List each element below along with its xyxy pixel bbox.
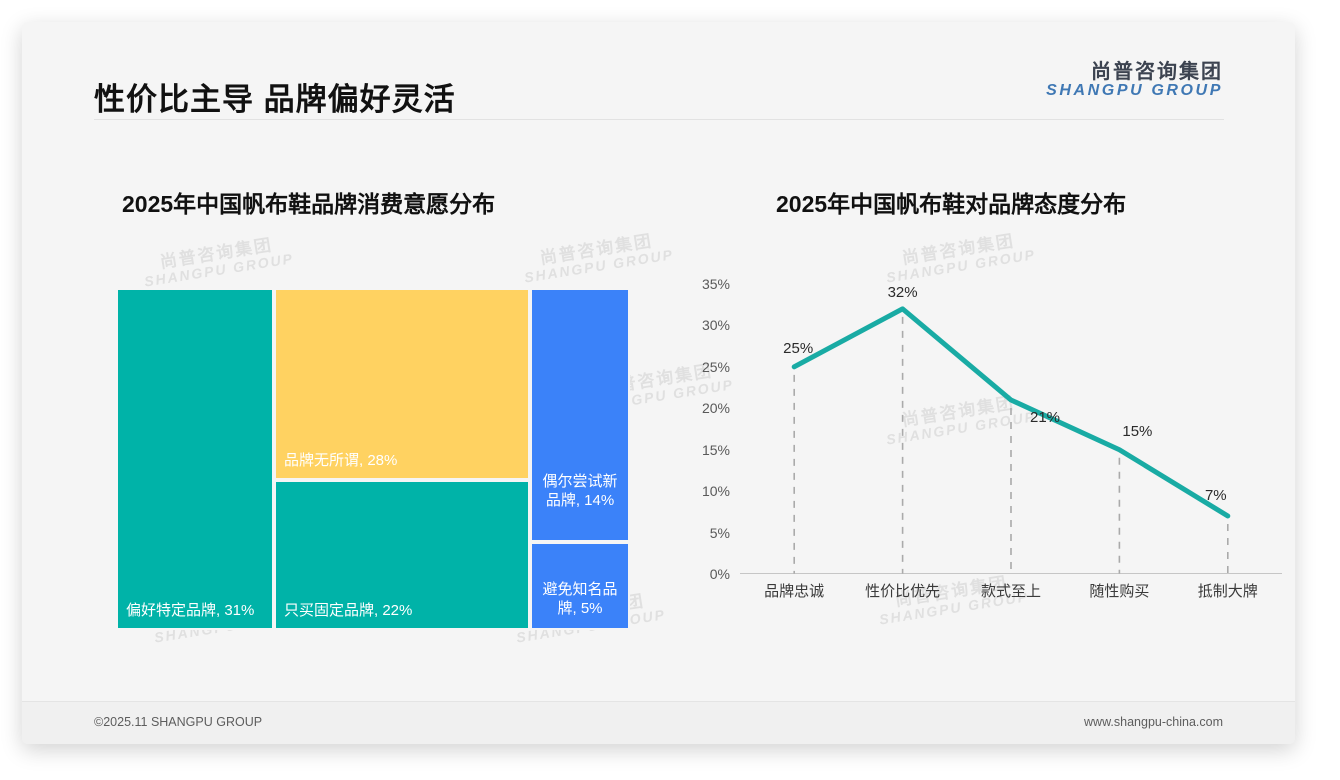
watermark-cn: 尚普咨询集团 <box>538 231 655 268</box>
slide-canvas: 尚普咨询集团 SHANGPU GROUP 尚普咨询集团 SHANGPU GROU… <box>22 22 1295 744</box>
treemap-cell-avoid-famous-brand[interactable]: 避免知名品牌, 5% <box>530 542 630 630</box>
logo-english-text: SHANGPU GROUP <box>1046 82 1223 99</box>
page-title: 性价比主导 品牌偏好灵活 <box>94 82 456 117</box>
watermark-en: SHANGPU GROUP <box>143 250 295 290</box>
watermark-en: SHANGPU GROUP <box>885 246 1037 286</box>
watermark-cn: 尚普咨询集团 <box>158 235 275 272</box>
treemap-cell-brand-indifferent[interactable]: 品牌无所谓, 28% <box>274 288 530 480</box>
website-link[interactable]: www.shangpu-china.com <box>1084 715 1223 729</box>
data-point-label: 21% <box>1029 409 1061 426</box>
treemap-cell-label: 避免知名品牌, 5% <box>542 580 618 617</box>
data-point-label: 32% <box>887 283 918 301</box>
copyright-text: ©2025.11 SHANGPU GROUP <box>94 715 263 729</box>
x-axis-category-label: 随性购买 <box>1089 583 1150 600</box>
watermark: 尚普咨询集团 SHANGPU GROUP <box>520 228 675 286</box>
company-logo: 尚普咨询集团 SHANGPU GROUP <box>1046 62 1223 100</box>
watermark: 尚普咨询集团 SHANGPU GROUP <box>140 232 295 290</box>
x-axis-category-label: 品牌忠诚 <box>764 583 825 600</box>
treemap-cell-prefer-specific-brand[interactable]: 偏好特定品牌, 31% <box>116 288 274 630</box>
logo-chinese-text: 尚普咨询集团 <box>1091 61 1223 83</box>
y-axis-tick-label: 20% <box>701 400 730 417</box>
treemap-cell-label: 只买固定品牌, 22% <box>284 601 413 619</box>
y-axis-tick-label: 10% <box>701 483 730 500</box>
treemap-cell-label: 偏好特定品牌, 31% <box>126 601 255 619</box>
line-chart-plot-area: 25% 32% 21% 15% 7% <box>740 283 1282 580</box>
slide-header: 性价比主导 品牌偏好灵活 尚普咨询集团 SHANGPU GROUP <box>22 22 1295 120</box>
treemap-cell-occasionally-try-new[interactable]: 偶尔尝试新品牌, 14% <box>530 288 630 542</box>
treemap-cell-label: 偶尔尝试新品牌, 14% <box>542 473 618 510</box>
slide-footer: ©2025.11 SHANGPU GROUP www.shangpu-china… <box>22 701 1295 744</box>
watermark-en: SHANGPU GROUP <box>523 246 675 286</box>
y-axis-tick-label: 35% <box>701 276 730 292</box>
data-point-label: 25% <box>783 339 814 357</box>
treemap-chart: 偏好特定品牌, 31% 品牌无所谓, 28% 只买固定品牌, 22% 偶尔尝试新… <box>116 288 630 630</box>
y-axis-tick-label: 30% <box>701 317 730 334</box>
line-chart: 0% 5% 10% 15% 20% 25% 30% 35% 25% 32% 21% 15% 7% 品牌… <box>672 276 1282 624</box>
y-axis-tick-label: 15% <box>701 441 730 458</box>
x-axis-category-label: 款式至上 <box>980 583 1042 600</box>
left-chart-title: 2025年中国帆布鞋品牌消费意愿分布 <box>122 191 496 217</box>
right-chart-title: 2025年中国帆布鞋对品牌态度分布 <box>776 191 1127 217</box>
watermark-cn: 尚普咨询集团 <box>900 231 1017 268</box>
treemap-cell-fixed-brand-only[interactable]: 只买固定品牌, 22% <box>274 480 530 630</box>
line-series[interactable] <box>794 309 1228 516</box>
x-axis-category-label: 性价比优先 <box>865 583 941 600</box>
data-point-label: 7% <box>1204 487 1227 504</box>
data-point-label: 15% <box>1122 422 1153 440</box>
y-axis-tick-label: 5% <box>709 524 730 541</box>
line-chart-svg <box>740 284 1282 580</box>
watermark: 尚普咨询集团 SHANGPU GROUP <box>882 228 1037 286</box>
y-axis-tick-label: 0% <box>709 566 730 582</box>
y-axis: 0% 5% 10% 15% 20% 25% 30% 35% <box>672 276 730 624</box>
x-axis-labels: 品牌忠诚 性价比优先 款式至上 随性购买 抵制大牌 <box>740 580 1282 610</box>
x-axis-category-label: 抵制大牌 <box>1197 583 1258 600</box>
header-divider <box>94 119 1224 120</box>
y-axis-tick-label: 25% <box>701 358 730 375</box>
treemap-cell-label: 品牌无所谓, 28% <box>284 451 398 469</box>
